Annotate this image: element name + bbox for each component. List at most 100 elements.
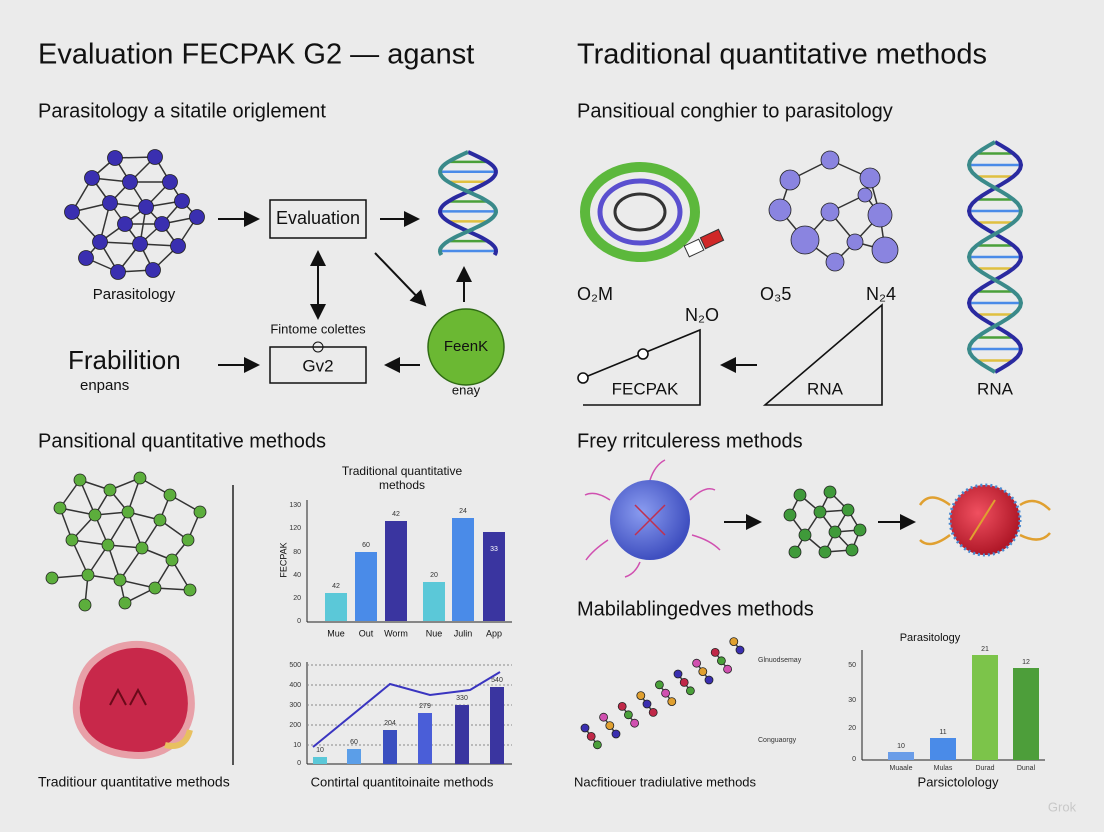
atom — [147, 149, 163, 165]
bond — [71, 539, 89, 576]
box — [269, 199, 367, 239]
virus-icon — [948, 483, 1022, 557]
bar — [452, 518, 474, 621]
atom — [704, 675, 714, 685]
protein-blob — [72, 641, 195, 760]
bar-label: 42 — [392, 511, 400, 518]
atom — [793, 488, 807, 502]
atom — [189, 209, 205, 225]
atom — [698, 667, 708, 676]
bar — [483, 532, 505, 621]
title-left: Evaluation FECPAK G2 — aganst — [38, 39, 474, 71]
virus-icon — [918, 496, 1051, 546]
virus-icon — [584, 459, 721, 578]
atom — [599, 712, 608, 722]
label: N₂4 — [866, 284, 896, 304]
atom — [679, 678, 689, 687]
arrows — [374, 252, 427, 307]
atom — [121, 505, 135, 519]
atom — [611, 729, 621, 739]
y-tick-label: 0 — [297, 760, 301, 767]
label: RNA — [807, 379, 844, 398]
title-right: Traditional quantitative methods — [577, 39, 987, 71]
atom — [729, 637, 739, 646]
section-title: Pansitional quantitative methods — [38, 430, 326, 452]
label: N₂O — [685, 305, 719, 325]
molecule — [783, 485, 867, 559]
atom — [636, 691, 646, 700]
atom — [617, 702, 627, 711]
label: O₂M — [577, 284, 613, 304]
bar — [455, 705, 469, 764]
atom — [181, 533, 195, 547]
triangle-diagram — [762, 303, 883, 406]
dna-helix — [966, 140, 1024, 374]
y-tick-label: 500 — [289, 662, 301, 669]
bar-chart: 130 120 80 40 20 0 42 Mue 60 Out 42 Worm 20 Nue 24 Juli… — [289, 500, 512, 638]
bar — [1013, 668, 1039, 760]
atom — [154, 216, 170, 232]
chart-title: Traditional quantitative — [342, 464, 463, 478]
atom — [723, 664, 732, 674]
bar — [490, 687, 504, 764]
bar — [355, 552, 377, 621]
atom — [735, 645, 745, 655]
y-tick-label: 400 — [289, 682, 301, 689]
chart-title: methods — [379, 478, 425, 492]
ring-icon — [613, 192, 667, 232]
strand — [437, 150, 499, 257]
atom — [153, 513, 167, 527]
circle-label: FeenK — [444, 338, 488, 355]
bar — [888, 752, 914, 760]
virus-icon — [634, 504, 666, 536]
y-tick-label: 200 — [289, 722, 301, 729]
atom — [859, 167, 881, 189]
subtitle: Pansitioual conghier to parasitology — [577, 100, 893, 122]
atom — [133, 471, 147, 485]
label: Parasitology — [93, 286, 176, 303]
triangle-diagram — [577, 372, 589, 384]
bar — [383, 730, 397, 764]
atom — [710, 648, 720, 657]
bar — [385, 521, 407, 621]
x-tick-label: Worm — [384, 628, 408, 638]
atom — [165, 553, 179, 567]
label: O₃5 — [760, 284, 791, 304]
atom — [113, 573, 127, 587]
y-tick-label: 20 — [848, 725, 856, 732]
atom — [193, 505, 207, 519]
caption: Parsictolology — [918, 774, 999, 789]
x-tick-label: Julin — [454, 628, 473, 638]
atom — [65, 533, 79, 547]
watermark: Grok — [1048, 799, 1077, 814]
axis-label: FECPAK — [278, 542, 288, 577]
section-title: Frey rritculeress methods — [577, 430, 803, 452]
molecule-network — [64, 149, 205, 280]
trend-line — [312, 671, 501, 748]
protein-blob — [109, 687, 147, 706]
label: Frabilition — [68, 345, 181, 375]
label: Conguaorgy — [758, 737, 797, 744]
atom — [630, 718, 639, 728]
atom — [825, 252, 845, 272]
arrows — [218, 211, 472, 373]
protein-blob — [164, 729, 193, 749]
bar-label: 60 — [350, 739, 358, 746]
bar — [972, 655, 998, 760]
bar-label: 21 — [981, 646, 989, 653]
x-tick-label: Muaale — [890, 765, 913, 772]
label: enay — [452, 382, 481, 397]
virus-icon — [584, 459, 721, 578]
atom — [661, 688, 670, 698]
atom — [174, 193, 190, 209]
x-tick-label: App — [486, 628, 502, 638]
virus-icon — [918, 496, 1051, 546]
atom — [78, 250, 94, 266]
bar-label: 11 — [939, 729, 946, 736]
virus-icon — [584, 459, 721, 578]
atom — [857, 187, 873, 203]
label: Fintome colettes — [270, 321, 366, 336]
y-tick-label: 20 — [293, 595, 301, 602]
connector — [312, 341, 324, 353]
